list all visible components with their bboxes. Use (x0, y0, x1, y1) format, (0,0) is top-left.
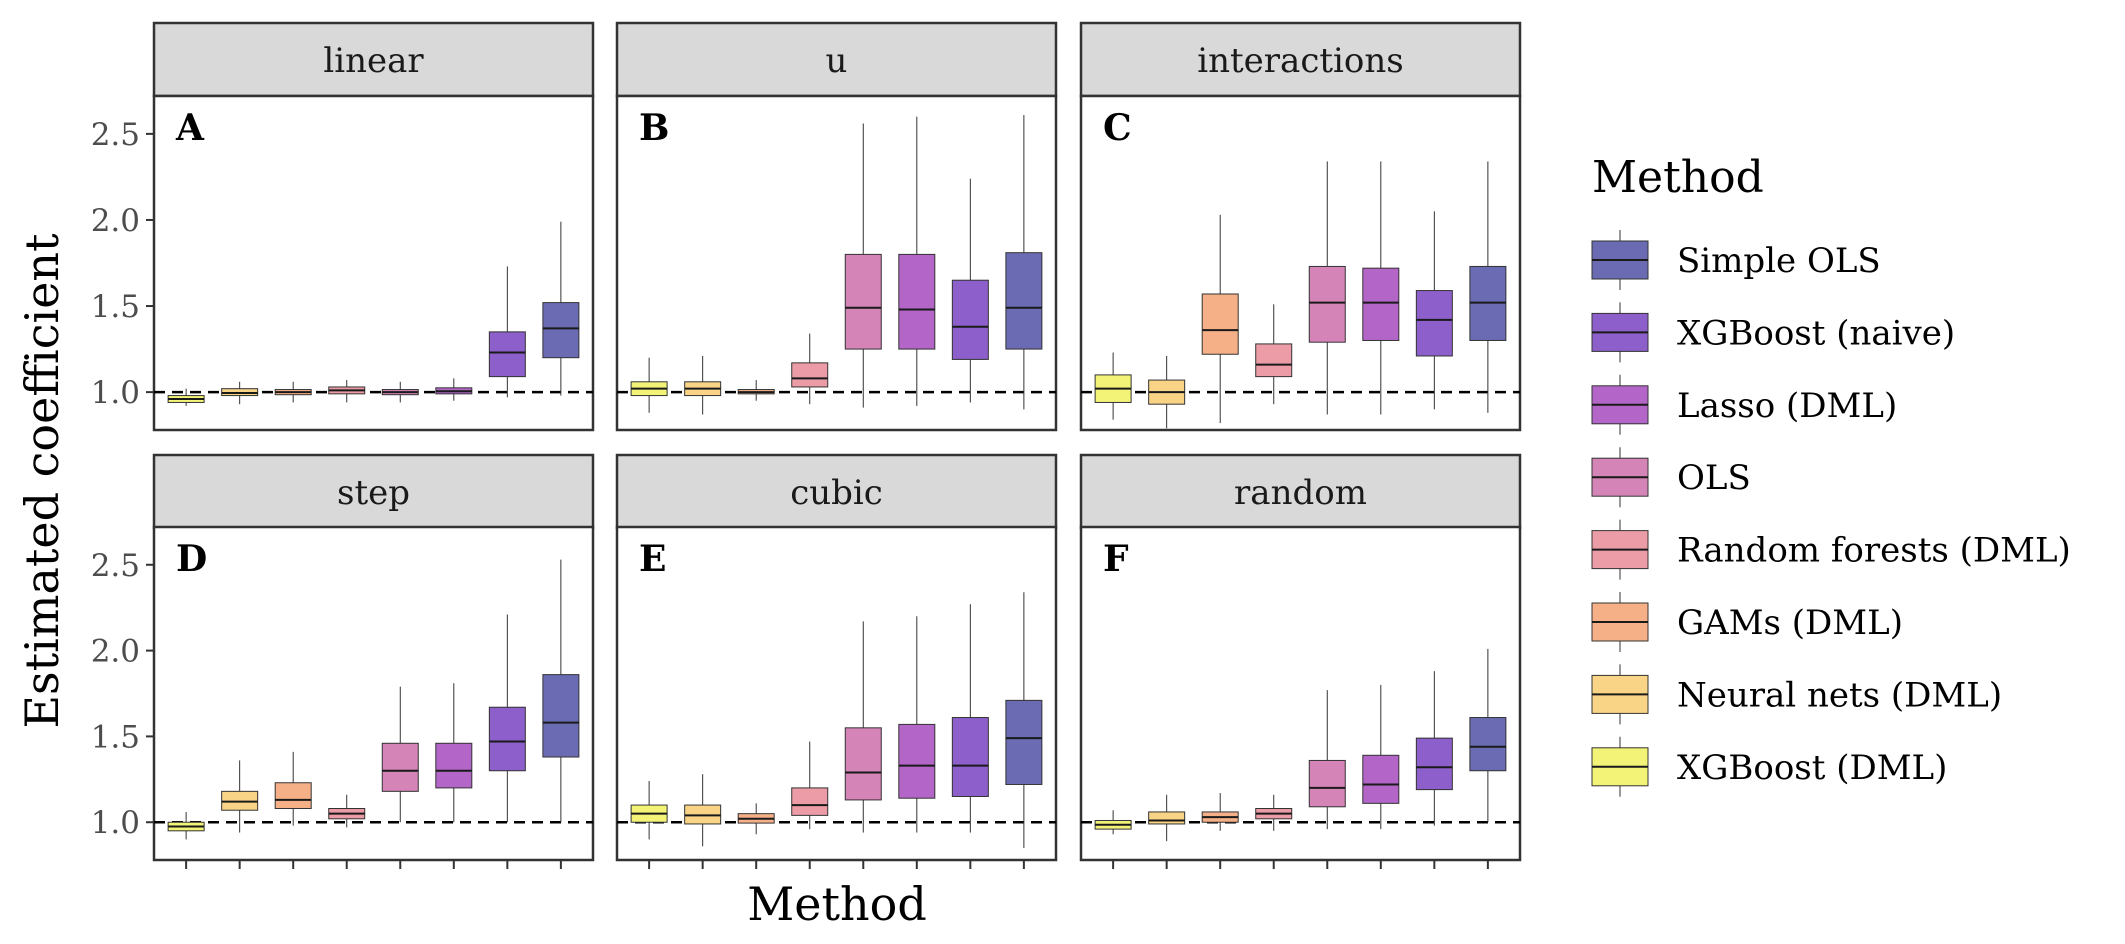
strip-u (615, 21, 1058, 98)
panel-A (152, 94, 595, 432)
box-simple-ols (1469, 717, 1507, 772)
strip-label: linear (323, 41, 424, 81)
box-random-forests-dml (791, 362, 829, 388)
strip-label: cubic (790, 473, 883, 513)
box-ols (1308, 265, 1346, 343)
box-neural-nets-dml (1148, 811, 1186, 825)
box-lasso-dml (898, 723, 936, 799)
y-tick-label: 1.0 (91, 375, 140, 411)
box-xgboost-naive (1415, 737, 1453, 791)
box-simple-ols (542, 674, 580, 758)
legend-label: XGBoost (naive) (1677, 313, 1955, 353)
panel-letter: C (1103, 107, 1132, 149)
legend-label: Simple OLS (1677, 241, 1881, 281)
box-random-forests-dml (791, 787, 829, 816)
strip-cubic (615, 453, 1058, 530)
legend-title: Method (1592, 152, 1764, 203)
box-lasso-dml (898, 253, 936, 350)
panel-D (152, 525, 595, 862)
panel-B (615, 94, 1058, 432)
box-lasso-dml (1362, 754, 1400, 804)
y-tick-label: 1.5 (91, 719, 140, 755)
box-simple-ols (1005, 252, 1043, 350)
panel-letter: D (176, 538, 207, 580)
box-ols (844, 253, 882, 350)
box-xgboost-naive (488, 331, 526, 378)
panel-letter: E (639, 538, 666, 580)
strip-label: u (826, 41, 848, 81)
panel-letter: A (175, 107, 205, 149)
y-tick-label: 2.0 (91, 203, 140, 239)
box-ols (844, 727, 882, 801)
legend-label: OLS (1677, 458, 1751, 498)
strip-step (152, 453, 595, 530)
box-xgboost-naive (488, 706, 526, 772)
panel-C (1079, 94, 1522, 432)
panel-letter: F (1103, 538, 1129, 580)
y-tick-label: 1.5 (91, 289, 140, 325)
box-ols (1308, 759, 1346, 808)
box-xgboost-naive (1415, 290, 1453, 357)
y-tick-label: 2.5 (91, 548, 140, 584)
box-lasso-dml (435, 742, 473, 789)
legend-label: XGBoost (DML) (1677, 748, 1947, 788)
strip-label: random (1234, 473, 1367, 513)
box-simple-ols (542, 302, 580, 359)
box-gams-dml (274, 782, 312, 810)
y-tick-label: 2.5 (91, 117, 140, 153)
strip-random (1079, 453, 1522, 530)
panel-F (1079, 525, 1522, 862)
box-xgboost-naive (951, 717, 989, 797)
box-lasso-dml (1362, 267, 1400, 341)
box-random-forests-dml (1255, 343, 1293, 378)
legend-label: GAMs (DML) (1677, 603, 1903, 643)
box-simple-ols (1005, 699, 1043, 785)
box-xgboost-naive (951, 279, 989, 360)
legend-label: Random forests (DML) (1677, 531, 2071, 571)
y-tick-label: 1.0 (91, 805, 140, 841)
box-gams-dml (1201, 293, 1239, 355)
y-axis-title: Estimated coefficient (15, 233, 69, 729)
strip-label: interactions (1197, 41, 1403, 81)
box-ols (381, 742, 419, 792)
panel-letter: B (639, 107, 669, 149)
strip-interactions (1079, 21, 1522, 98)
legend-label: Lasso (DML) (1677, 386, 1897, 426)
strip-label: step (337, 473, 410, 513)
strip-linear (152, 21, 595, 98)
y-tick-label: 2.0 (91, 634, 140, 670)
x-axis-title: Method (747, 877, 927, 931)
legend-label: Neural nets (DML) (1677, 675, 2002, 715)
panel-E (615, 525, 1058, 862)
